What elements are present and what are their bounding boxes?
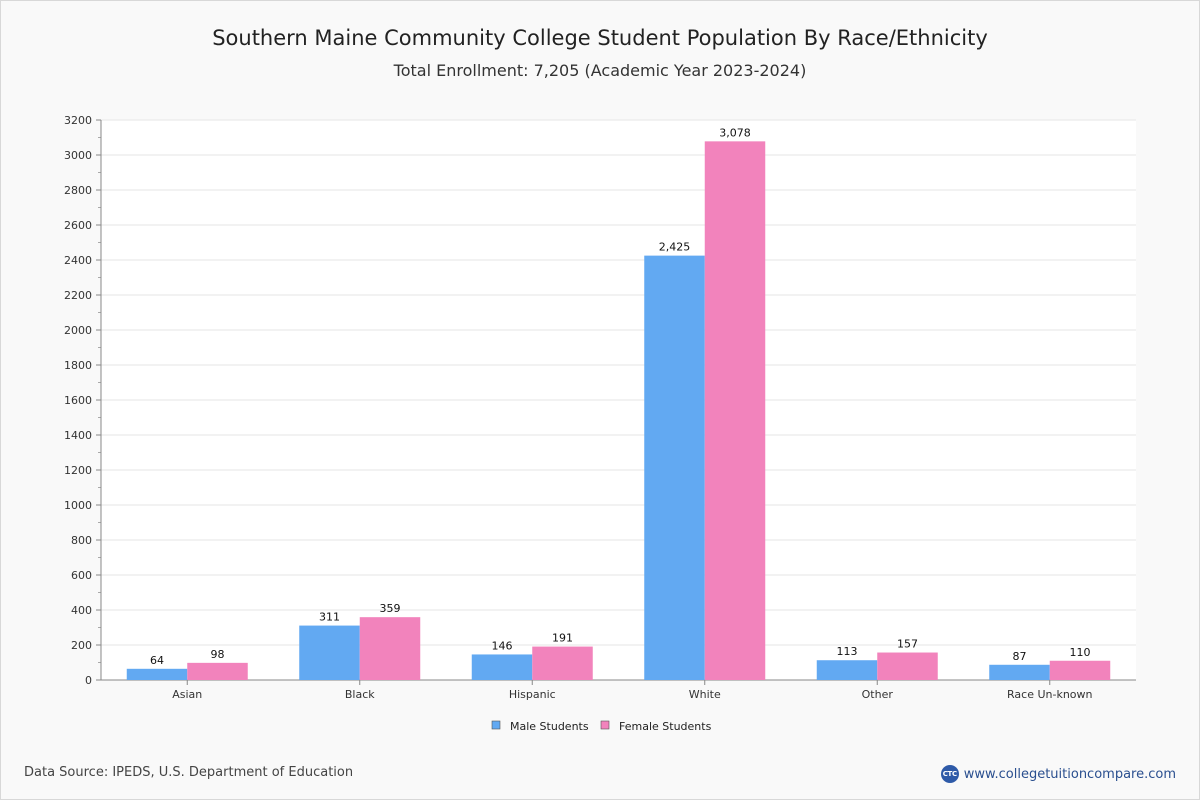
data-label: 146 — [492, 639, 513, 652]
data-label: 64 — [150, 654, 164, 667]
data-label: 3,078 — [719, 126, 751, 139]
bar-male — [816, 660, 878, 680]
y-tick-label: 2400 — [64, 254, 92, 267]
chart-title: Southern Maine Community College Student… — [212, 26, 988, 50]
bar-female — [1049, 660, 1111, 680]
y-tick-label: 600 — [71, 569, 92, 582]
data-source: Data Source: IPEDS, U.S. Department of E… — [24, 765, 354, 780]
bar-female — [187, 662, 248, 680]
x-tick-label: White — [689, 688, 721, 701]
x-tick-label: Hispanic — [509, 688, 556, 701]
bar-male — [989, 664, 1050, 680]
y-tick-label: 3200 — [64, 114, 92, 127]
y-tick-label: 3000 — [64, 149, 92, 162]
y-tick-label: 200 — [71, 639, 92, 652]
data-label: 98 — [211, 648, 225, 661]
data-label: 157 — [897, 638, 918, 651]
x-tick-label: Other — [862, 688, 894, 701]
legend-swatch-male — [491, 720, 501, 730]
y-tick-label: 1600 — [64, 394, 92, 407]
y-tick-label: 2200 — [64, 289, 92, 302]
data-label: 2,425 — [659, 241, 691, 254]
bar-male — [299, 625, 360, 680]
chart-subtitle: Total Enrollment: 7,205 (Academic Year 2… — [393, 61, 807, 80]
y-tick-label: 2000 — [64, 324, 92, 337]
x-tick-label: Asian — [172, 688, 202, 701]
bar-female — [359, 617, 421, 680]
y-tick-label: 2800 — [64, 184, 92, 197]
legend-label-female: Female Students — [619, 720, 712, 733]
y-tick-label: 1800 — [64, 359, 92, 372]
bar-female — [704, 141, 766, 681]
x-tick-label: Race Un-known — [1007, 688, 1093, 701]
site-link[interactable]: www.collegetuitioncompare.com — [963, 766, 1176, 782]
y-tick-label: 1000 — [64, 499, 92, 512]
data-label: 359 — [380, 602, 401, 615]
site-credit[interactable]: CTC www.collegetuitioncompare.com — [940, 765, 1176, 783]
data-label: 87 — [1013, 650, 1027, 663]
legend-label-male: Male Students — [510, 720, 589, 733]
bar-male — [126, 668, 188, 680]
y-tick-label: 800 — [71, 534, 92, 547]
y-tick-label: 1200 — [64, 464, 92, 477]
ctc-logo-icon: CTC — [940, 765, 959, 783]
data-label: 113 — [837, 645, 858, 658]
y-tick-label: 2600 — [64, 219, 92, 232]
bar-male — [644, 255, 705, 680]
bar-female — [877, 652, 938, 680]
bar-female — [532, 646, 593, 680]
bar-male — [471, 654, 533, 680]
y-tick-label: 1400 — [64, 429, 92, 442]
y-tick-label: 400 — [71, 604, 92, 617]
data-label: 110 — [1070, 646, 1091, 659]
data-label: 191 — [552, 632, 573, 645]
legend-swatch-female — [600, 720, 610, 730]
y-tick-label: 0 — [85, 674, 92, 687]
x-tick-label: Black — [345, 688, 375, 701]
data-label: 311 — [319, 611, 340, 624]
